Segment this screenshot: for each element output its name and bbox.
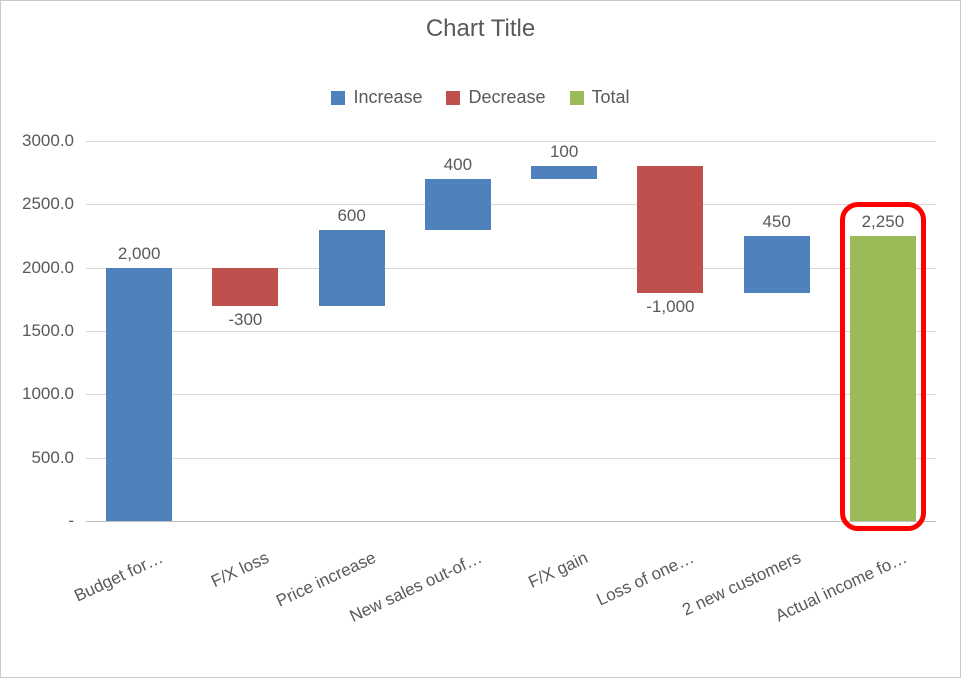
legend-item: Increase — [331, 87, 422, 108]
data-label: 450 — [762, 212, 790, 232]
y-tick-label: - — [68, 511, 74, 531]
legend-item: Total — [570, 87, 630, 108]
x-tick-label: F/X gain — [526, 548, 592, 593]
data-label: 600 — [337, 206, 365, 226]
gridline — [86, 458, 936, 459]
y-tick-label: 1000.0 — [22, 384, 74, 404]
legend-label: Decrease — [468, 87, 545, 108]
data-label: 2,000 — [118, 244, 161, 264]
legend: Increase Decrease Total — [1, 87, 960, 108]
gridline — [86, 141, 936, 142]
chart-title: Chart Title — [1, 15, 960, 43]
bar — [637, 166, 703, 293]
data-label: 2,250 — [862, 212, 905, 232]
bar — [744, 236, 810, 293]
gridline — [86, 204, 936, 205]
data-label: -300 — [228, 310, 262, 330]
bar — [212, 268, 278, 306]
legend-swatch — [570, 91, 584, 105]
x-tick-label: Budget for… — [71, 548, 166, 606]
gridline — [86, 394, 936, 395]
y-tick-label: 2500.0 — [22, 194, 74, 214]
y-tick-label: 500.0 — [31, 448, 74, 468]
y-tick-label: 1500.0 — [22, 321, 74, 341]
bar — [531, 166, 597, 179]
gridline — [86, 331, 936, 332]
legend-swatch — [446, 91, 460, 105]
chart-frame: Chart Title IncreaseDecreaseTotal -500.0… — [0, 0, 961, 678]
y-tick-label: 2000.0 — [22, 258, 74, 278]
legend-item: Decrease — [446, 87, 545, 108]
bar — [106, 268, 172, 521]
bar — [319, 230, 385, 306]
x-tick-label: F/X loss — [209, 548, 273, 592]
data-label: 400 — [444, 155, 472, 175]
bar — [425, 179, 491, 230]
data-label: 100 — [550, 142, 578, 162]
x-axis-labels: Budget for…F/X lossPrice increaseNew sal… — [86, 529, 936, 649]
legend-swatch — [331, 91, 345, 105]
plot-area: -500.01000.01500.02000.02500.03000.02,00… — [86, 141, 936, 521]
gridline — [86, 521, 936, 522]
legend-label: Increase — [353, 87, 422, 108]
y-tick-label: 3000.0 — [22, 131, 74, 151]
legend-label: Total — [592, 87, 630, 108]
bar — [850, 236, 916, 521]
data-label: -1,000 — [646, 297, 694, 317]
